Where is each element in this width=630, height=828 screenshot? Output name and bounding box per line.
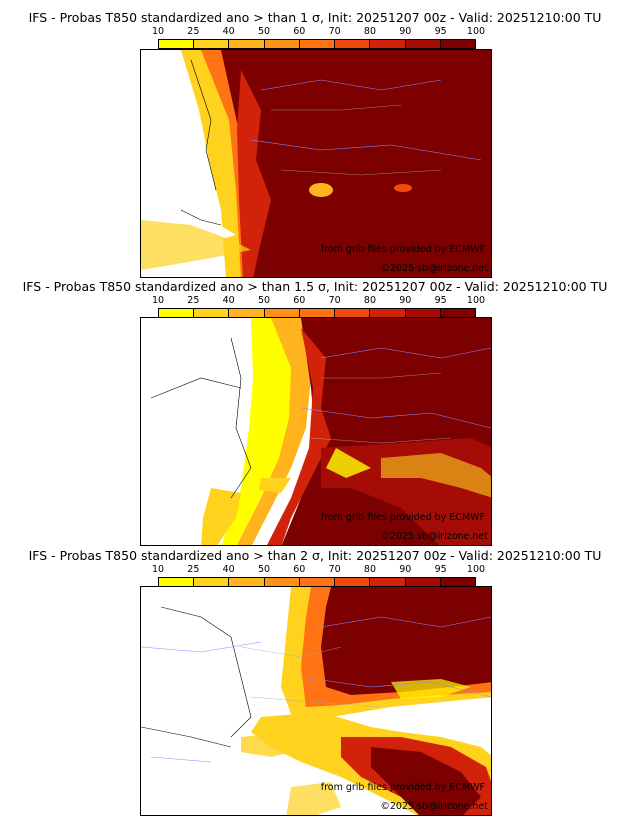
colorbar-swatch xyxy=(370,40,406,48)
colorbar-swatch xyxy=(159,40,195,48)
panel-1sigma: IFS - Probas T850 standardized ano > tha… xyxy=(0,10,630,278)
colorbar-label: 60 xyxy=(293,295,306,306)
colorbar-swatch xyxy=(335,40,371,48)
colorbar-label: 100 xyxy=(466,295,486,306)
colorbar-swatch xyxy=(370,578,406,586)
colorbar-swatch xyxy=(370,309,406,317)
map-graphic xyxy=(141,318,491,545)
colorbar-labels: 10 25 40 50 60 70 80 90 95 100 xyxy=(152,26,485,37)
colorbar-label: 70 xyxy=(328,564,341,575)
colorbar-label: 80 xyxy=(363,564,377,575)
colorbar-label: 80 xyxy=(363,26,377,37)
colorbar-label: 95 xyxy=(434,564,447,575)
panel-1-5sigma: IFS - Probas T850 standardized ano > tha… xyxy=(0,279,630,548)
colorbar-swatch xyxy=(264,309,300,317)
colorbar-label: 40 xyxy=(222,295,235,306)
colorbar-swatch xyxy=(229,40,265,48)
source-credit: from grib files provided by ECMWF xyxy=(320,782,485,793)
colorbar-label: 25 xyxy=(187,26,200,37)
probability-map: from grib files provided by ECMWF ©2025 … xyxy=(140,586,492,816)
probability-map: from grib files provided by ECMWF ©2025 … xyxy=(140,317,492,546)
map-graphic xyxy=(141,587,491,815)
colorbar-label: 70 xyxy=(328,295,341,306)
colorbar-swatch xyxy=(264,40,300,48)
colorbar-swatch xyxy=(229,578,265,586)
colorbar-label: 10 xyxy=(151,26,165,37)
colorbar-label: 100 xyxy=(466,564,486,575)
colorbar-label: 95 xyxy=(434,295,447,306)
colorbar-label: 10 xyxy=(151,564,165,575)
copyright-credit: ©2025 sb@irizone.net xyxy=(380,531,488,542)
colorbar-swatch xyxy=(229,309,265,317)
colorbar-labels: 10 25 40 50 60 70 80 90 95 100 xyxy=(152,295,485,306)
panel-2sigma: IFS - Probas T850 standardized ano > tha… xyxy=(0,548,630,818)
colorbar xyxy=(158,39,476,49)
colorbar-label: 70 xyxy=(328,26,341,37)
colorbar-label: 10 xyxy=(151,295,165,306)
colorbar xyxy=(158,577,476,587)
colorbar-label: 25 xyxy=(187,564,200,575)
colorbar-swatch xyxy=(335,309,371,317)
map-graphic xyxy=(141,50,491,277)
colorbar-label: 90 xyxy=(399,564,412,575)
colorbar-label: 25 xyxy=(187,295,200,306)
colorbar-swatch xyxy=(405,309,441,317)
colorbar-label: 90 xyxy=(399,26,412,37)
colorbar-label: 40 xyxy=(222,564,235,575)
colorbar-label: 50 xyxy=(257,564,271,575)
colorbar-swatch xyxy=(194,40,230,48)
source-credit: from grib files provided by ECMWF xyxy=(320,244,485,255)
copyright-credit: ©2025 sb@irizone.net xyxy=(380,801,488,812)
colorbar-swatch xyxy=(335,578,371,586)
colorbar-label: 90 xyxy=(399,295,412,306)
colorbar-swatch xyxy=(264,578,300,586)
colorbar-swatch xyxy=(159,309,195,317)
colorbar-swatch xyxy=(159,578,195,586)
colorbar-swatch xyxy=(440,309,475,317)
panel-title: IFS - Probas T850 standardized ano > tha… xyxy=(28,10,602,25)
copyright-credit: ©2025 sb@irizone.net xyxy=(380,263,488,274)
colorbar-swatch xyxy=(405,578,441,586)
colorbar-label: 40 xyxy=(222,26,235,37)
probability-map: from grib files provided by ECMWF ©2025 … xyxy=(140,49,492,278)
colorbar-swatch xyxy=(405,40,441,48)
colorbar-label: 60 xyxy=(293,26,306,37)
colorbar-swatch xyxy=(440,578,475,586)
colorbar-label: 100 xyxy=(466,26,486,37)
source-credit: from grib files provided by ECMWF xyxy=(320,512,485,523)
panel-title: IFS - Probas T850 standardized ano > tha… xyxy=(22,279,608,294)
colorbar-swatch xyxy=(194,309,230,317)
colorbar-swatch xyxy=(299,578,336,586)
colorbar-label: 95 xyxy=(434,26,447,37)
colorbar-label: 80 xyxy=(363,295,377,306)
colorbar-swatch xyxy=(299,309,336,317)
colorbar-label: 50 xyxy=(257,26,271,37)
colorbar-swatch xyxy=(299,40,336,48)
colorbar-swatch xyxy=(440,40,475,48)
colorbar-label: 50 xyxy=(257,295,271,306)
colorbar-label: 60 xyxy=(293,564,306,575)
colorbar-labels: 10 25 40 50 60 70 80 90 95 100 xyxy=(152,564,485,575)
colorbar-swatch xyxy=(194,578,230,586)
panel-title: IFS - Probas T850 standardized ano > tha… xyxy=(28,548,602,563)
